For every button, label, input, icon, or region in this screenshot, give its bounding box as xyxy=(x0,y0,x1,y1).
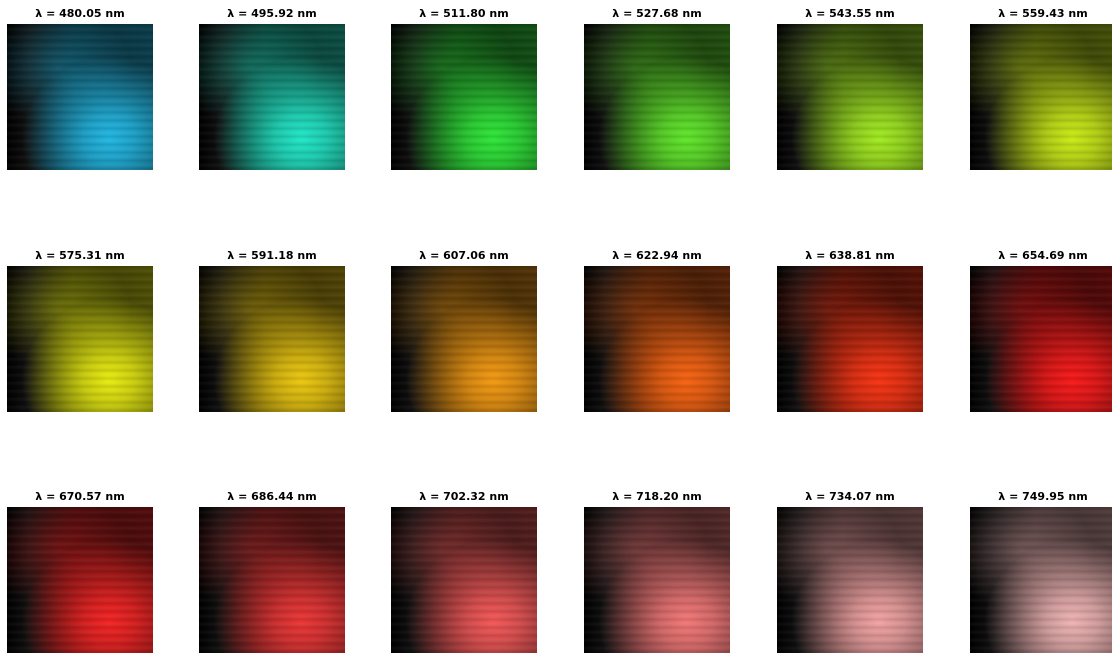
spectral-image xyxy=(584,266,730,412)
image-texture xyxy=(584,507,730,653)
spectral-image xyxy=(7,266,153,412)
spectral-image xyxy=(391,507,537,653)
spectral-image xyxy=(584,507,730,653)
spectral-image xyxy=(777,24,923,170)
image-texture xyxy=(777,24,923,170)
image-texture xyxy=(584,24,730,170)
image-texture xyxy=(391,266,537,412)
panel-title: λ = 622.94 nm xyxy=(562,249,752,263)
image-texture xyxy=(777,507,923,653)
panel-title: λ = 495.92 nm xyxy=(177,7,367,21)
page: (() => { const data = JSON.parse(documen… xyxy=(0,0,1112,651)
panel-title: λ = 702.32 nm xyxy=(369,490,559,504)
panel-title: λ = 734.07 nm xyxy=(755,490,945,504)
panel-title: λ = 575.31 nm xyxy=(0,249,175,263)
panel-title: λ = 718.20 nm xyxy=(562,490,752,504)
spectral-image xyxy=(391,266,537,412)
spectral-image xyxy=(970,24,1112,170)
spectral-image xyxy=(199,266,345,412)
spectral-image xyxy=(777,266,923,412)
image-texture xyxy=(777,266,923,412)
spectral-image xyxy=(391,24,537,170)
spectral-image xyxy=(7,24,153,170)
image-texture xyxy=(391,24,537,170)
image-texture xyxy=(199,266,345,412)
image-texture xyxy=(7,24,153,170)
panel-title: λ = 749.95 nm xyxy=(948,490,1112,504)
image-texture xyxy=(391,507,537,653)
image-texture xyxy=(7,266,153,412)
panel-title: λ = 511.80 nm xyxy=(369,7,559,21)
panel-title: λ = 654.69 nm xyxy=(948,249,1112,263)
spectral-image xyxy=(970,266,1112,412)
spectral-image xyxy=(970,507,1112,653)
panel-title: λ = 591.18 nm xyxy=(177,249,367,263)
spectral-image xyxy=(777,507,923,653)
panel-title: λ = 527.68 nm xyxy=(562,7,752,21)
image-texture xyxy=(970,24,1112,170)
image-texture xyxy=(584,266,730,412)
image-texture xyxy=(199,507,345,653)
panel-title: λ = 559.43 nm xyxy=(948,7,1112,21)
image-texture xyxy=(7,507,153,653)
spectral-image xyxy=(7,507,153,653)
panel-title: λ = 638.81 nm xyxy=(755,249,945,263)
image-texture xyxy=(970,507,1112,653)
spectral-image xyxy=(199,507,345,653)
spectral-image xyxy=(199,24,345,170)
panel-title: λ = 607.06 nm xyxy=(369,249,559,263)
panel-title: λ = 686.44 nm xyxy=(177,490,367,504)
panel-title: λ = 670.57 nm xyxy=(0,490,175,504)
spectral-image xyxy=(584,24,730,170)
image-texture xyxy=(970,266,1112,412)
panel-title: λ = 543.55 nm xyxy=(755,7,945,21)
image-texture xyxy=(199,24,345,170)
panel-title: λ = 480.05 nm xyxy=(0,7,175,21)
